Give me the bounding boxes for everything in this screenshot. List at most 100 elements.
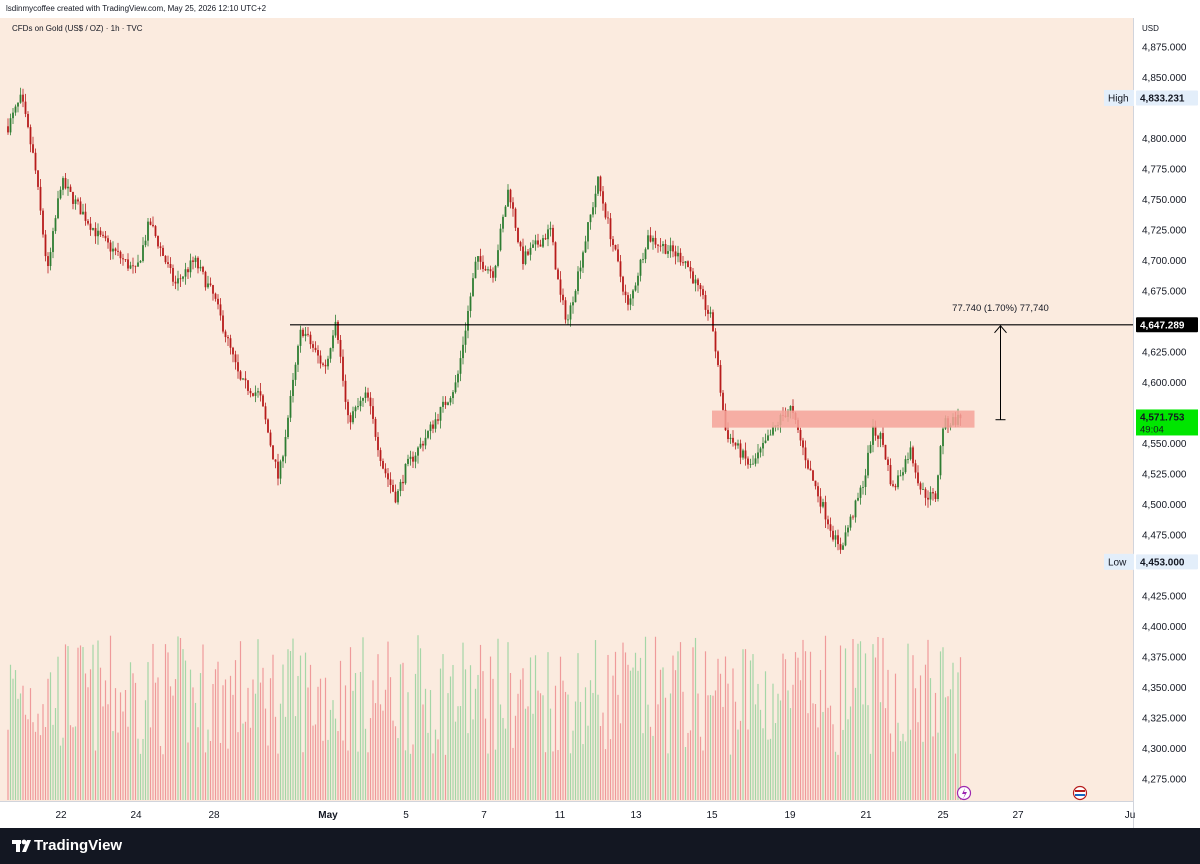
volume-bar [49,672,52,800]
volume-bars [7,635,962,800]
volume-bar [277,753,279,800]
volume-bar [359,671,362,800]
candle-body [629,298,632,305]
candle-body [557,269,559,280]
candle-body [762,442,764,449]
candle-body [34,152,37,171]
candle-body [834,535,837,540]
candle-body [474,261,477,279]
chart-area[interactable]: 77.740 (1.70%) 77,740 USD 4,875.000 4,850.… [0,18,1200,828]
candle-body [359,400,362,407]
volume-bar [12,678,14,800]
candle-body [307,333,309,335]
price-tick-label: 4,500.000 [1142,500,1187,511]
candle-body [702,289,704,296]
candle-body [319,355,322,364]
volume-bar [292,638,294,800]
volume-bar [214,669,217,800]
candle-body [707,309,709,314]
volume-bar [669,693,672,800]
candle-body [134,265,137,267]
volume-bar [837,754,839,800]
volume-bar [347,750,349,800]
volume-bar [157,677,159,800]
candle-body [559,279,562,295]
candle-body [279,461,282,479]
volume-bar [674,670,677,800]
volume-bar [697,693,699,800]
volume-bar [302,752,304,800]
candle-body [164,255,167,263]
volume-bar [307,687,309,800]
volume-bar [577,653,579,800]
volume-bar [469,665,472,800]
candle-body [459,358,462,374]
candle-body [892,484,894,486]
candle-body [872,426,874,445]
volume-bar [832,724,834,800]
price-tick-label: 4,875.000 [1142,43,1187,54]
candle-body [42,210,44,235]
volume-bar [747,729,749,800]
time-axis[interactable]: 22 24 28 May 5 7 11 13 15 19 21 25 27 Ju [55,810,1135,821]
tradingview-logo-icon [12,839,31,852]
price-axis[interactable]: USD 4,875.000 4,850.000 4,800.000 4,775.000 4… [1104,24,1198,786]
volume-bar [897,722,899,800]
volume-bar [474,688,477,800]
candle-body [632,290,634,299]
candle-body [284,437,287,457]
candle-body [312,344,314,348]
volume-bar [817,727,819,800]
volume-bar [392,720,394,800]
volume-bar [712,695,714,800]
candle-body [429,424,432,432]
candle-body [727,430,729,440]
candle-body [654,237,657,245]
price-tick-label: 4,425.000 [1142,592,1187,603]
candle-body [812,470,814,481]
volume-bar [349,647,352,800]
candle-body [287,417,289,438]
volume-bar [89,669,92,800]
candle-body [499,228,502,251]
volume-bar [114,688,117,800]
volume-bar [769,738,772,800]
volume-bar [519,679,522,800]
volume-bar [7,729,9,800]
price-tick-label: 4,675.000 [1142,287,1187,298]
volume-bar [92,644,94,800]
price-tick-label: 4,350.000 [1142,683,1187,694]
candle-body [152,224,154,227]
candle-body [272,445,274,460]
volume-bar [354,673,357,800]
volume-bar [622,642,624,800]
candle-body [234,354,237,363]
volume-bar [532,713,534,800]
chart-canvas[interactable]: 77.740 (1.70%) 77,740 USD 4,875.000 4,850.… [0,18,1200,828]
volume-bar [912,655,914,800]
candle-body [142,245,144,261]
volume-bar [639,657,642,800]
volume-bar [657,704,659,800]
candle-body [464,330,467,345]
candle-body [434,419,437,429]
volume-bar [332,700,334,800]
volume-bar [767,739,769,800]
candle-body [639,259,642,276]
candle-body [144,240,147,246]
candle-body [22,94,24,102]
volume-bar [464,669,467,800]
measure-tool-layer: 77.740 (1.70%) 77,740 [952,303,1049,421]
volume-bar [779,700,782,800]
volume-bar [869,753,872,800]
volume-bar [79,645,82,800]
candle-body [877,435,879,439]
volume-bar [549,708,552,800]
volume-bar [249,727,252,800]
candle-body [692,271,694,284]
volume-bar [14,670,17,800]
candle-body [577,271,579,292]
candle-body [97,230,99,237]
volume-bar [932,736,934,800]
candle-body [47,256,49,267]
